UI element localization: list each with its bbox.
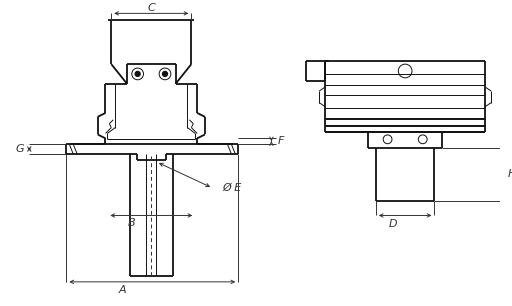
- Text: Ø E: Ø E: [223, 183, 242, 193]
- Text: A: A: [118, 285, 126, 295]
- Text: G: G: [15, 144, 24, 154]
- Circle shape: [135, 72, 140, 76]
- Text: H: H: [507, 170, 512, 179]
- Text: B: B: [128, 218, 136, 228]
- Text: D: D: [389, 219, 398, 229]
- Circle shape: [162, 72, 167, 76]
- Text: C: C: [147, 3, 155, 13]
- Text: F: F: [278, 136, 284, 146]
